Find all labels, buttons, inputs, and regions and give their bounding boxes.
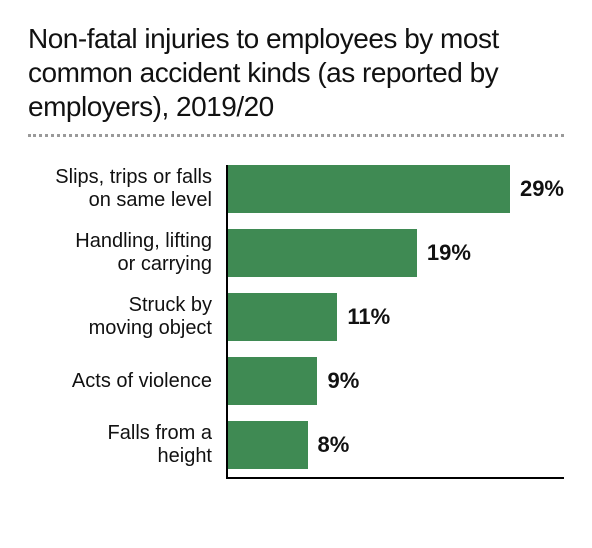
title-rule [28, 134, 564, 137]
bar-track: 8% [226, 421, 564, 469]
value-label: 19% [427, 240, 471, 266]
bar-track: 11% [226, 293, 564, 341]
x-axis-row [28, 477, 564, 479]
bar-track: 9% [226, 357, 564, 405]
category-label: Struck bymoving object [28, 294, 226, 340]
bar [228, 293, 337, 341]
category-label: Handling, liftingor carrying [28, 230, 226, 276]
x-axis-line [226, 477, 564, 479]
value-label: 8% [318, 432, 350, 458]
bar [228, 229, 417, 277]
value-label: 29% [520, 176, 564, 202]
chart-title: Non-fatal injuries to employees by most … [28, 22, 564, 124]
value-label: 9% [327, 368, 359, 394]
bar-track: 29% [226, 165, 564, 213]
chart-row: Handling, liftingor carrying 19% [28, 229, 564, 277]
chart-row: Slips, trips or fallson same level 29% [28, 165, 564, 213]
bar [228, 165, 510, 213]
category-label: Falls from aheight [28, 422, 226, 468]
value-label: 11% [347, 304, 390, 330]
chart-row: Acts of violence 9% [28, 357, 564, 405]
chart-row: Struck bymoving object 11% [28, 293, 564, 341]
bar-chart: Slips, trips or fallson same level 29% Han… [28, 165, 564, 479]
bar [228, 357, 317, 405]
bar-track: 19% [226, 229, 564, 277]
category-label: Acts of violence [28, 370, 226, 393]
chart-row: Falls from aheight 8% [28, 421, 564, 469]
category-label: Slips, trips or fallson same level [28, 166, 226, 212]
axis-spacer [28, 477, 226, 479]
bar [228, 421, 308, 469]
